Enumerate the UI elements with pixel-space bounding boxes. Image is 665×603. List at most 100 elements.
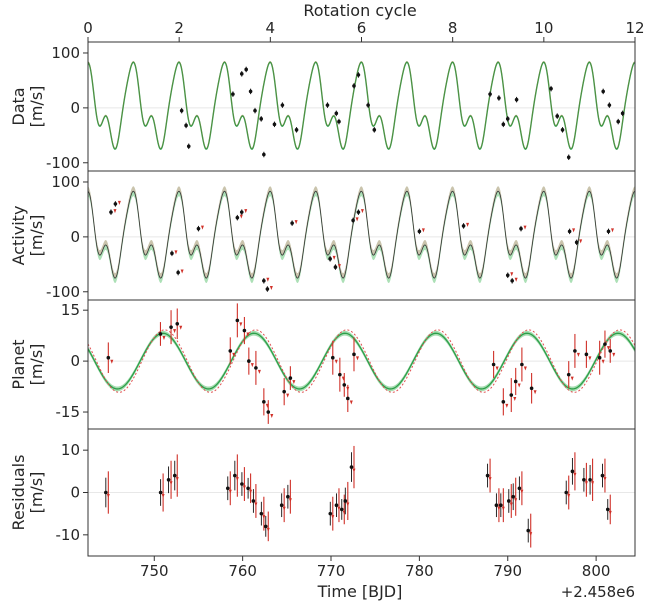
data-point [351, 218, 355, 223]
data-point [597, 355, 602, 360]
data-point-alt [228, 489, 232, 494]
data-point [158, 332, 163, 336]
panel-data: 100 0 -100 Data[m/s] [9, 41, 636, 172]
y-tick-label: -100 [46, 154, 80, 172]
data-point [488, 92, 492, 96]
data-point [235, 318, 240, 323]
data-point-alt [244, 209, 248, 214]
top-tick-label: 10 [534, 19, 553, 37]
data-point [366, 103, 370, 107]
data-point [520, 362, 524, 367]
top-tick-label: 6 [357, 19, 367, 37]
data-point [328, 257, 332, 261]
model-curve [88, 332, 635, 390]
y-tick-label: 10 [61, 441, 80, 459]
data-point-alt [591, 481, 595, 486]
data-point-alt [235, 477, 239, 482]
data-point-alt [514, 277, 518, 282]
data-point-alt [180, 269, 184, 274]
data-point-alt [355, 217, 359, 222]
data-point [339, 507, 344, 512]
data-point-alt [254, 502, 258, 507]
data-point-alt [200, 225, 204, 230]
data-point [169, 325, 173, 329]
data-point [254, 366, 258, 370]
model-band [88, 186, 635, 284]
data-point-alt [533, 390, 537, 395]
data-point [259, 511, 264, 516]
data-point [259, 117, 264, 121]
x-tick-label: 770 [317, 562, 346, 580]
data-point-alt [117, 200, 121, 205]
data-point-alt [570, 376, 574, 381]
data-point-alt [250, 363, 254, 368]
panel-frame [87, 428, 636, 557]
data-point-alt [517, 383, 521, 388]
plot-area [88, 186, 635, 292]
data-point-alt [294, 220, 298, 225]
data-point-alt [421, 228, 425, 233]
x-tick-label: 800 [582, 562, 611, 580]
data-point [494, 503, 499, 508]
data-point [549, 86, 553, 91]
data-point-alt [262, 515, 266, 520]
data-point [526, 528, 531, 533]
data-point [228, 349, 233, 353]
y-tick-label: -15 [56, 403, 81, 421]
data-point [349, 465, 354, 469]
data-point-alt [509, 502, 513, 507]
data-point [262, 400, 266, 404]
y-axis-label: Activity[m/s] [9, 206, 46, 266]
data-point [184, 123, 188, 128]
y-tick-label: 100 [51, 173, 80, 191]
data-point-alt [286, 393, 290, 398]
data-point [235, 215, 240, 220]
top-tick-label: 2 [174, 19, 184, 37]
data-point-alt [497, 506, 501, 511]
data-point [352, 352, 356, 357]
data-point [262, 152, 266, 157]
data-point-alt [523, 366, 527, 371]
data-point-alt [510, 272, 514, 277]
data-point-alt [576, 352, 580, 357]
data-point [519, 226, 523, 231]
data-point [343, 499, 348, 503]
data-point [356, 210, 361, 214]
data-point [461, 224, 466, 228]
plot-area [88, 303, 635, 424]
data-point-alt [610, 228, 614, 233]
data-point [510, 278, 514, 283]
data-point-alt [601, 359, 605, 364]
data-point-alt [579, 239, 583, 244]
y-tick-label: 100 [51, 44, 80, 62]
data-point [501, 400, 506, 404]
data-point [501, 122, 506, 127]
data-point [342, 383, 347, 387]
data-point [570, 469, 575, 474]
data-point [499, 503, 503, 508]
data-point [620, 111, 625, 116]
data-point-alt [331, 515, 335, 520]
data-point [288, 376, 293, 380]
top-tick-label: 0 [83, 19, 93, 37]
y-tick-label: -100 [46, 283, 80, 301]
panels-group: 0 2 4 6 8 10 121000-100Data[m/s]1000-100Activi… [9, 19, 645, 580]
data-point [170, 251, 174, 256]
data-point [262, 278, 266, 283]
y-axis-label: Residuals[m/s] [9, 455, 46, 531]
data-point-alt [288, 498, 292, 503]
panel-residuals: 10 0 -10 Residuals[m/s] [9, 428, 636, 557]
data-point [325, 103, 330, 107]
data-point-alt [567, 494, 571, 498]
data-point [333, 265, 338, 269]
data-point-alt [488, 477, 492, 482]
data-point-alt [346, 502, 350, 507]
data-point-alt [332, 255, 336, 260]
data-point [338, 372, 342, 377]
data-point [491, 362, 496, 367]
y-tick-label: 15 [61, 301, 80, 319]
data-point [280, 103, 285, 107]
data-point-alt [505, 403, 509, 408]
y-tick-label: 0 [70, 484, 80, 502]
